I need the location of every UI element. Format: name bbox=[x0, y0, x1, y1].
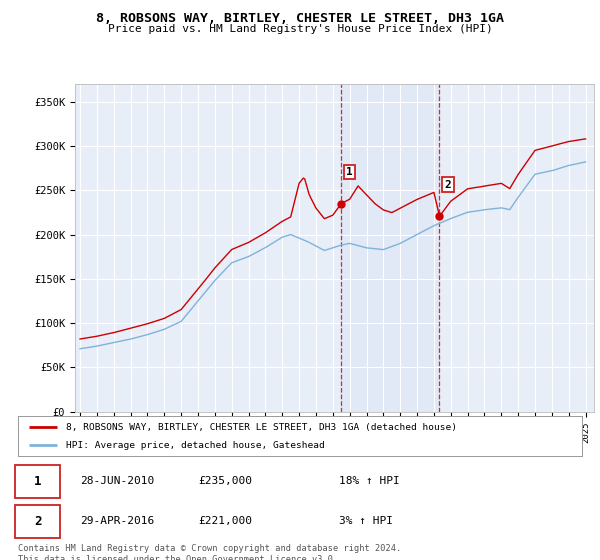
Text: £221,000: £221,000 bbox=[199, 516, 253, 526]
FancyBboxPatch shape bbox=[15, 464, 60, 498]
Text: 29-APR-2016: 29-APR-2016 bbox=[80, 516, 154, 526]
Text: Price paid vs. HM Land Registry's House Price Index (HPI): Price paid vs. HM Land Registry's House … bbox=[107, 24, 493, 34]
Text: 3% ↑ HPI: 3% ↑ HPI bbox=[340, 516, 394, 526]
Text: £235,000: £235,000 bbox=[199, 476, 253, 486]
Text: 8, ROBSONS WAY, BIRTLEY, CHESTER LE STREET, DH3 1GA (detached house): 8, ROBSONS WAY, BIRTLEY, CHESTER LE STRE… bbox=[66, 423, 457, 432]
Text: 28-JUN-2010: 28-JUN-2010 bbox=[80, 476, 154, 486]
Text: HPI: Average price, detached house, Gateshead: HPI: Average price, detached house, Gate… bbox=[66, 441, 325, 450]
Text: 18% ↑ HPI: 18% ↑ HPI bbox=[340, 476, 400, 486]
Text: 8, ROBSONS WAY, BIRTLEY, CHESTER LE STREET, DH3 1GA: 8, ROBSONS WAY, BIRTLEY, CHESTER LE STRE… bbox=[96, 12, 504, 25]
Text: 2: 2 bbox=[445, 180, 451, 190]
Bar bbox=[341, 84, 439, 412]
Text: Contains HM Land Registry data © Crown copyright and database right 2024.
This d: Contains HM Land Registry data © Crown c… bbox=[18, 544, 401, 560]
Text: 1: 1 bbox=[346, 167, 353, 177]
Text: 2: 2 bbox=[34, 515, 41, 528]
Text: 1: 1 bbox=[34, 474, 41, 488]
FancyBboxPatch shape bbox=[15, 505, 60, 538]
